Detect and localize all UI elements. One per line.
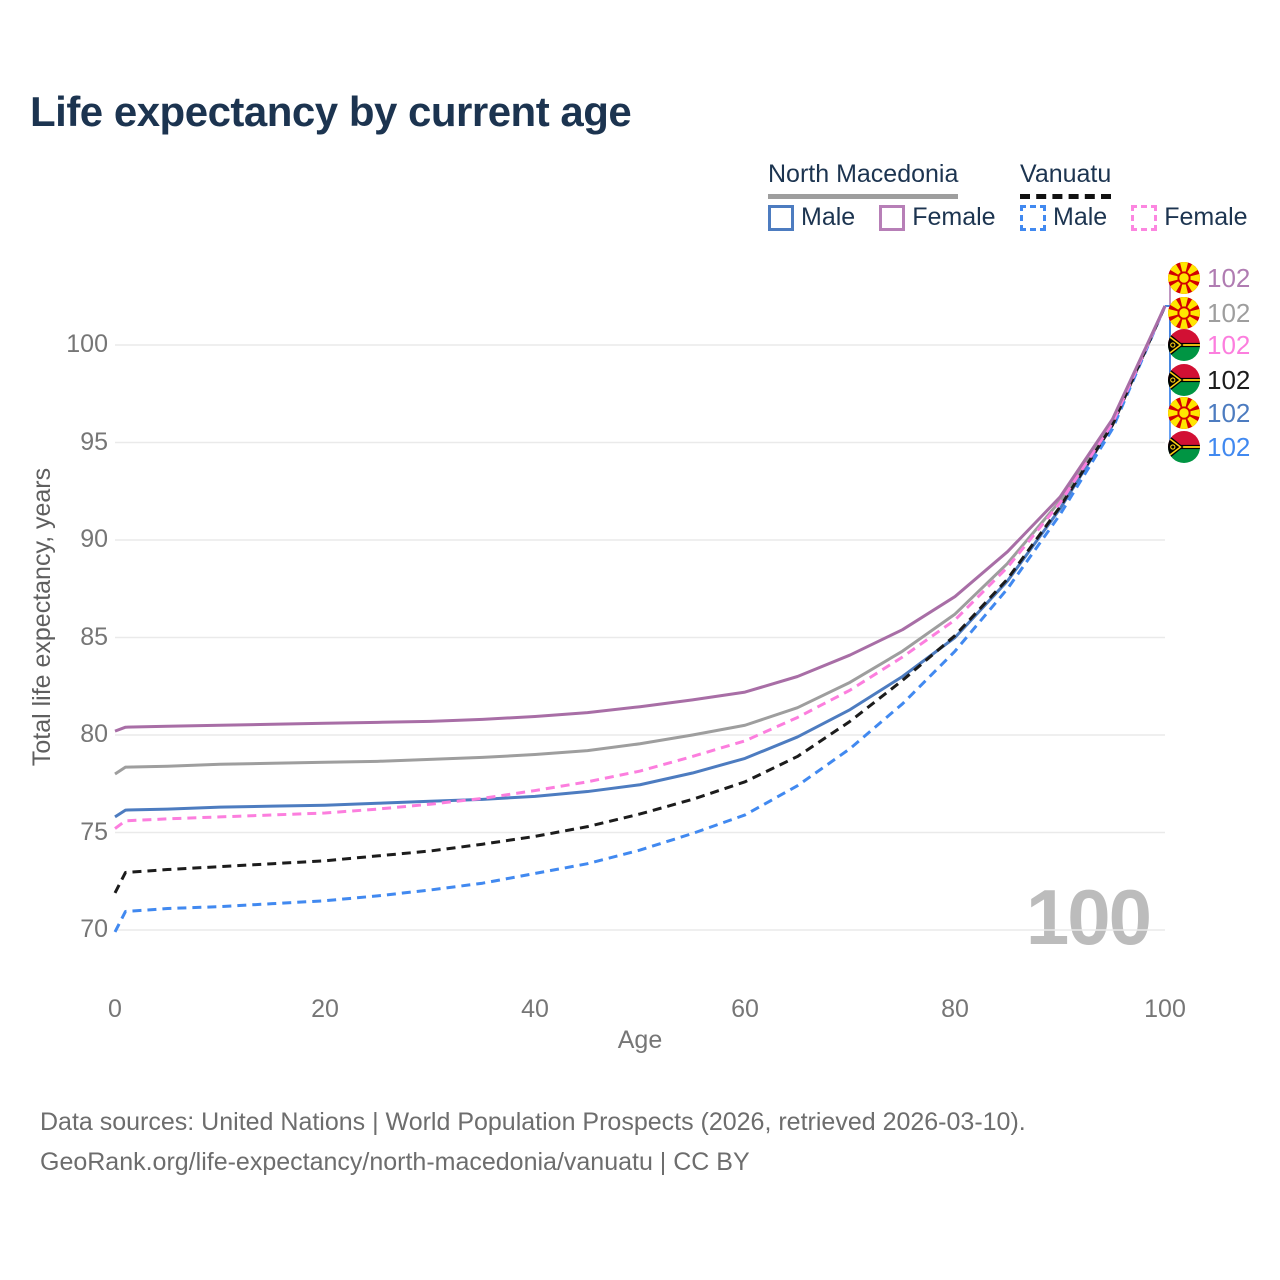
- end-label-value: 102: [1207, 431, 1251, 462]
- age-counter-watermark: 100: [1025, 873, 1152, 961]
- x-tick-40: 40: [521, 995, 549, 1023]
- footer-data-sources: Data sources: United Nations | World Pop…: [40, 1108, 1026, 1136]
- legend-item-nm-male[interactable]: Male: [768, 203, 855, 232]
- north-macedonia-flag-icon: [1168, 297, 1200, 329]
- legend-group-vanuatu: Vanuatu: [1020, 160, 1112, 199]
- end-label-north-macedonia-male: 102: [1168, 397, 1250, 429]
- legend-item-vu-female[interactable]: Female: [1131, 203, 1248, 232]
- end-label-vanuatu: 102: [1168, 364, 1250, 396]
- vu-female-label: Female: [1164, 203, 1248, 231]
- vu-male-checkbox[interactable]: [1020, 204, 1046, 231]
- y-tick-85: 85: [80, 622, 108, 651]
- x-axis-title: Age: [617, 1026, 663, 1054]
- y-tick-70: 70: [80, 915, 108, 943]
- vanuatu-flag-icon: [1168, 431, 1200, 463]
- end-label-value: 102: [1207, 262, 1251, 293]
- nm-male-checkbox[interactable]: [768, 204, 794, 231]
- line-vanuatu-female: [114, 305, 1167, 830]
- line-vanuatu-all: [113, 305, 1167, 894]
- y-tick-100: 100: [66, 330, 108, 358]
- end-label-north-macedonia-female: 102: [1168, 262, 1250, 294]
- north-macedonia-flag-icon: [1168, 397, 1200, 429]
- vanuatu-flag-icon: [1168, 364, 1200, 396]
- y-tick-75: 75: [80, 817, 108, 846]
- x-tick-0: 0: [108, 995, 122, 1023]
- line-vanuatu-male: [113, 305, 1167, 933]
- nm-male-label: Male: [801, 203, 856, 231]
- north-macedonia-flag-icon: [1168, 262, 1200, 294]
- vanuatu-flag-icon: [1168, 329, 1200, 361]
- legend-row-vanuatu: Male Female: [1020, 203, 1248, 232]
- x-tick-60: 60: [731, 995, 759, 1023]
- legend-group-north-macedonia: North Macedonia: [768, 160, 959, 199]
- end-label-vanuatu-male: 102: [1168, 431, 1250, 463]
- footer-attribution: GeoRank.org/life-expectancy/north-macedo…: [40, 1148, 750, 1176]
- end-label-value: 102: [1207, 364, 1251, 395]
- end-label-vanuatu-female: 102: [1168, 329, 1250, 361]
- y-tick-95: 95: [80, 427, 108, 456]
- y-tick-80: 80: [80, 720, 108, 748]
- end-label-value: 102: [1207, 297, 1251, 328]
- legend-row-north-macedonia: Male Female: [768, 203, 996, 232]
- page-title: Life expectancy by current age: [30, 88, 632, 135]
- vu-male-label: Male: [1053, 203, 1108, 231]
- end-label-north-macedonia: 102: [1168, 297, 1250, 329]
- legend-item-vu-male[interactable]: Male: [1020, 203, 1107, 232]
- x-tick-20: 20: [311, 995, 339, 1023]
- vu-female-checkbox[interactable]: [1131, 204, 1158, 231]
- x-tick-100: 100: [1144, 995, 1186, 1023]
- y-tick-90: 90: [80, 525, 108, 553]
- nm-female-checkbox[interactable]: [879, 204, 906, 231]
- end-label-value: 102: [1207, 397, 1251, 428]
- end-label-value: 102: [1207, 329, 1251, 360]
- legend-item-nm-female[interactable]: Female: [879, 203, 996, 232]
- nm-female-label: Female: [912, 203, 996, 231]
- x-tick-80: 80: [941, 995, 969, 1023]
- line-north-macedonia-male: [114, 305, 1167, 819]
- line-north-macedonia-female: [114, 305, 1167, 733]
- line-north-macedonia-all: [114, 305, 1167, 776]
